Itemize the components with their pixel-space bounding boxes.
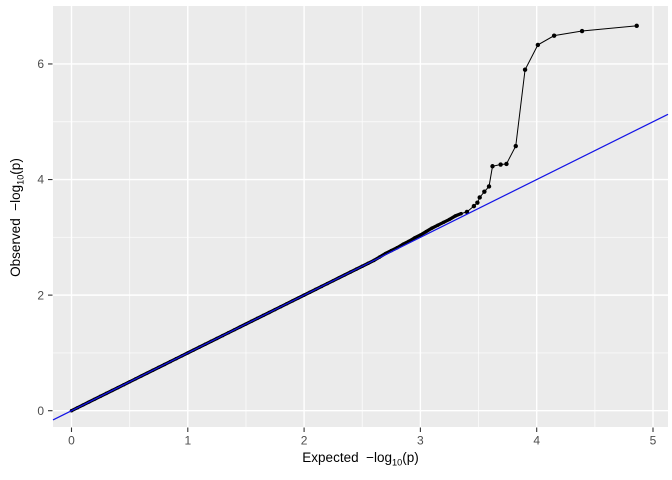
- y-axis-title: Observed −log10(p): [8, 7, 26, 428]
- x-tick-label: 4: [533, 434, 540, 448]
- y-axis-title-text: Observed −log: [8, 184, 23, 277]
- qq-tail-point: [471, 203, 477, 209]
- qq-tail-point: [513, 143, 518, 149]
- x-axis-title-subscript: 10: [392, 457, 403, 468]
- y-axis-title-subscript: 10: [15, 174, 26, 185]
- x-axis-title-text: Expected −log: [302, 450, 392, 465]
- qq-tail-point: [486, 184, 492, 189]
- qq-tail-point: [482, 189, 487, 194]
- qq-tail-point: [535, 42, 541, 48]
- qq-point: [447, 217, 452, 222]
- qq-point: [436, 223, 440, 227]
- y-tick-label: 0: [37, 404, 44, 418]
- qq-point: [441, 220, 446, 225]
- qq-point: [412, 236, 417, 240]
- y-axis-title-suffix: (p): [8, 158, 23, 175]
- qq-point: [430, 226, 434, 230]
- x-axis-title-suffix: (p): [402, 450, 419, 465]
- qq-point: [424, 229, 428, 234]
- qq-tail-point: [498, 162, 503, 167]
- identity-reference-line: [52, 113, 669, 421]
- qq-tail-point: [634, 23, 639, 29]
- plot-panel: [53, 6, 668, 427]
- x-axis-title: Expected −log10(p): [53, 450, 668, 468]
- x-tick-label: 1: [184, 434, 191, 448]
- qq-tail-point: [551, 33, 557, 38]
- qq-point: [418, 233, 423, 237]
- qq-tail-point: [504, 161, 509, 167]
- x-tick-label: 0: [68, 434, 75, 448]
- y-tick-label: 2: [37, 288, 44, 302]
- y-tick-label: 4: [37, 173, 44, 187]
- grid-major: [53, 6, 668, 427]
- qq-point: [459, 211, 463, 216]
- x-tick-label: 2: [301, 434, 308, 448]
- qq-tail-point: [522, 67, 528, 72]
- x-tick-label: 5: [650, 434, 657, 448]
- qq-tail-point: [579, 28, 585, 34]
- qq-tail-point: [477, 195, 482, 200]
- axes: 0 1 2 3 4 5 0 2 4 6: [37, 57, 656, 447]
- x-tick-label: 3: [417, 434, 424, 448]
- y-tick-label: 6: [37, 57, 44, 71]
- qq-tail-point: [475, 200, 480, 205]
- qq-point: [453, 214, 457, 218]
- qq-tail-point: [490, 164, 495, 169]
- grid-minor: [53, 6, 668, 427]
